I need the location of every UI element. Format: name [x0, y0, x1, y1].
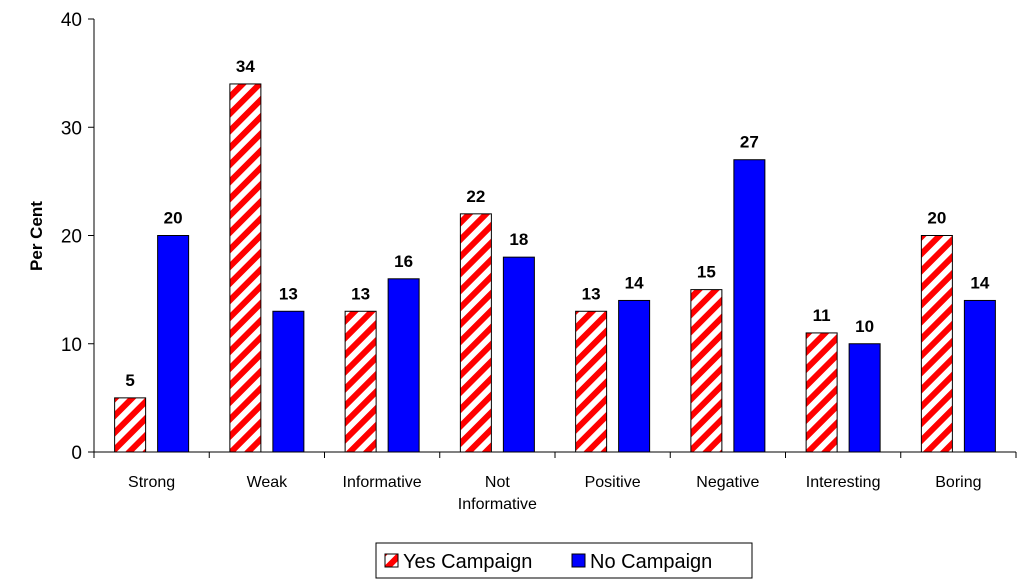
bar-yes-campaign — [575, 310, 608, 453]
bar-no-campaign — [387, 278, 420, 453]
y-axis-title: Per Cent — [27, 201, 46, 271]
bar-yes-campaign — [690, 289, 723, 453]
data-label: 11 — [813, 306, 831, 325]
x-category-label: Informative — [343, 474, 422, 491]
y-tick-label: 40 — [61, 10, 82, 31]
bar-yes-campaign — [344, 310, 377, 453]
plot-area: 0 10 20 30 40 Per Cent 5 20 Strong 34 13 Weak 13 16 In… — [27, 10, 1017, 513]
bar-yes-campaign — [805, 332, 838, 453]
legend: Yes Campaign No Campaign — [375, 542, 753, 579]
data-label: 5 — [125, 371, 134, 390]
data-label: 27 — [740, 133, 759, 152]
data-label: 20 — [164, 209, 183, 228]
bar-no-campaign — [963, 299, 996, 453]
legend-box — [375, 542, 753, 579]
data-label: 14 — [970, 273, 989, 292]
bar-no-campaign — [502, 256, 535, 453]
legend-swatch-no-campaign — [571, 553, 586, 568]
bar-no-campaign — [272, 310, 305, 453]
bar-no-campaign — [157, 235, 190, 453]
x-category-label: Not — [485, 474, 510, 491]
data-label: 18 — [509, 230, 528, 249]
bar-no-campaign — [618, 299, 651, 453]
x-category-label: Strong — [128, 474, 175, 491]
data-label: 20 — [927, 209, 946, 228]
data-label: 13 — [582, 284, 601, 303]
legend-label-yes-campaign: Yes Campaign — [403, 551, 532, 573]
y-tick-label: 0 — [71, 443, 82, 464]
bar-no-campaign — [848, 343, 881, 453]
x-category-label: Interesting — [806, 474, 881, 491]
legend-swatch-yes-campaign — [384, 553, 399, 568]
data-label: 14 — [625, 273, 644, 292]
data-label: 13 — [279, 284, 298, 303]
data-label: 22 — [466, 187, 485, 206]
bar-yes-campaign — [114, 397, 147, 453]
data-label: 15 — [697, 263, 716, 282]
y-tick-label: 30 — [61, 118, 82, 139]
bar-no-campaign — [733, 159, 766, 453]
x-category-label: Positive — [585, 474, 641, 491]
bar-yes-campaign — [920, 235, 953, 453]
x-category-label: Informative — [458, 496, 537, 513]
y-tick-label: 20 — [61, 227, 82, 248]
x-category-label: Weak — [247, 474, 289, 491]
legend-label-no-campaign: No Campaign — [590, 551, 712, 573]
data-label: 10 — [855, 317, 874, 336]
bar-yes-campaign — [459, 213, 492, 453]
y-tick-label: 10 — [61, 335, 82, 356]
x-category-label: Boring — [935, 474, 981, 491]
bar-yes-campaign — [229, 83, 262, 453]
data-label: 13 — [351, 284, 370, 303]
data-label: 16 — [394, 252, 413, 271]
x-category-label: Negative — [696, 474, 759, 491]
data-label: 34 — [236, 57, 255, 76]
